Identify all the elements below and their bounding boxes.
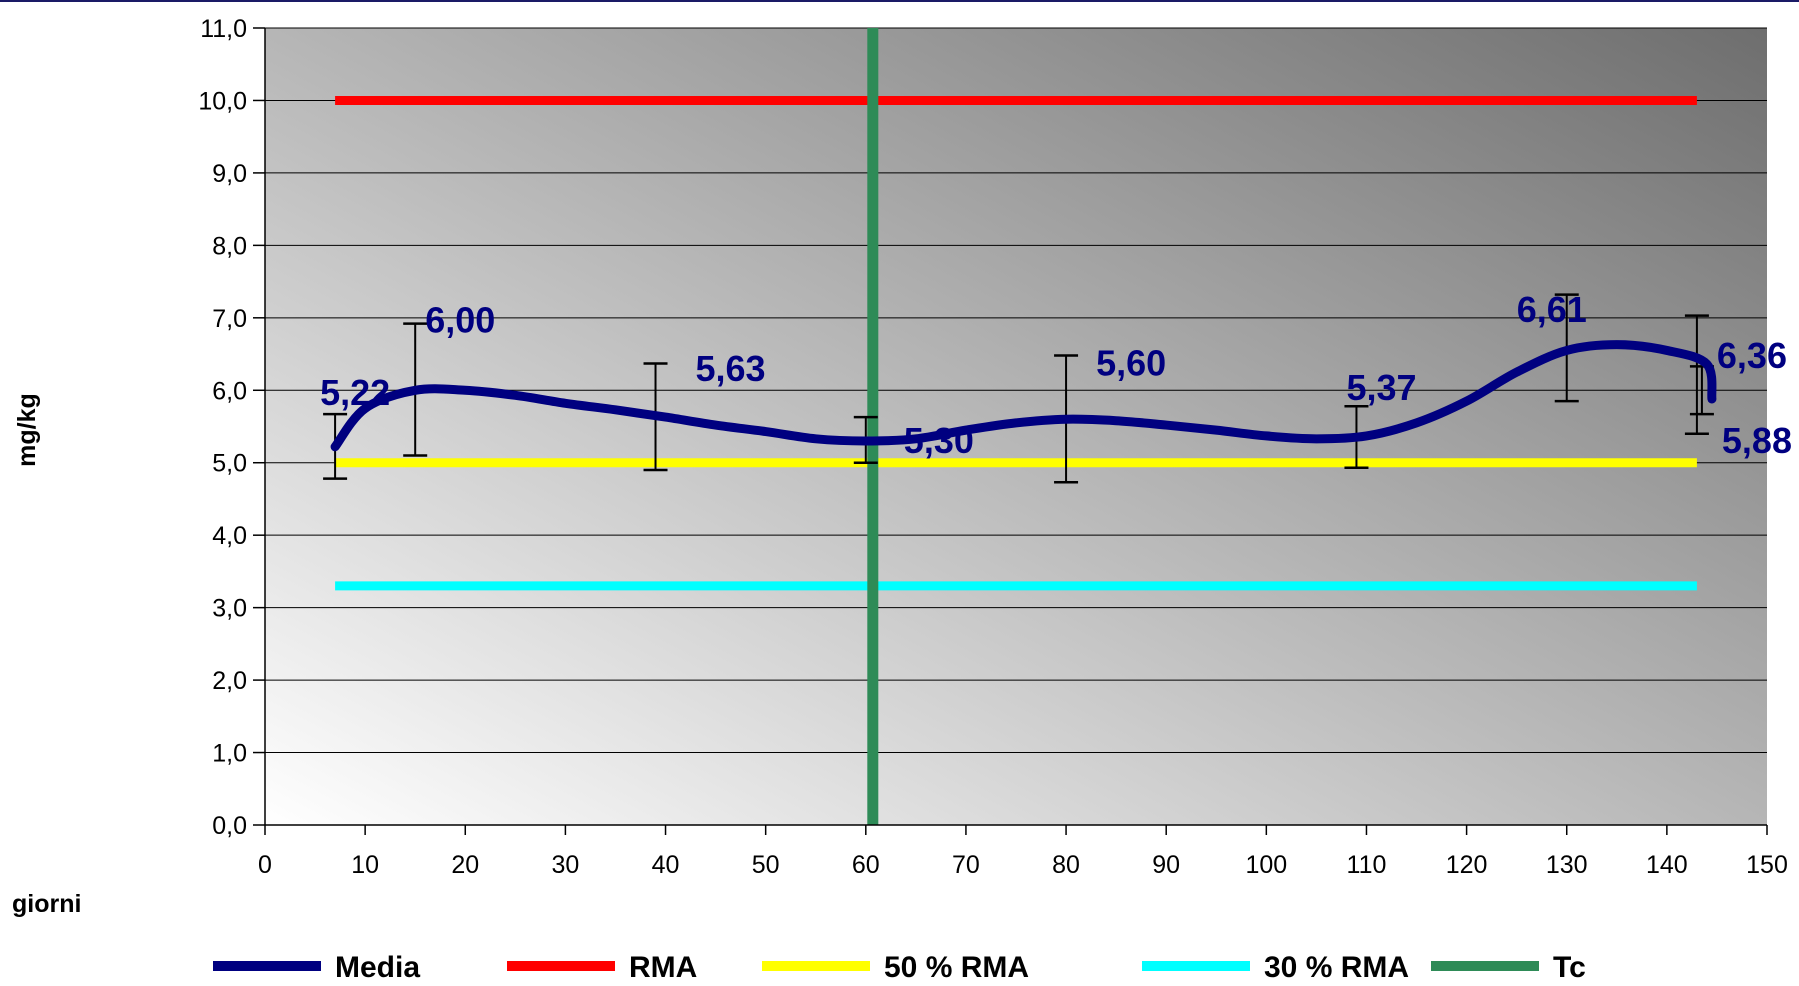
legend-label: 30 % RMA <box>1264 951 1409 981</box>
data-label: 5,37 <box>1346 367 1416 408</box>
legend-item: Tc <box>1431 951 1586 984</box>
y-tick-label: 4,0 <box>212 522 247 550</box>
y-tick-label: 5,0 <box>212 450 247 478</box>
series-lines <box>330 340 1717 452</box>
legend-item: Media <box>213 951 420 984</box>
legend-label: Media <box>335 951 420 981</box>
x-tick-label: 120 <box>1446 851 1488 879</box>
data-label: 6,61 <box>1517 289 1587 330</box>
data-label: 5,88 <box>1722 420 1792 461</box>
legend-item: RMA <box>507 951 697 984</box>
y-tick-label: 11,0 <box>200 15 247 43</box>
data-label: 5,22 <box>320 372 390 413</box>
x-tick-label: 90 <box>1152 851 1180 879</box>
y-axis-title: mg/kg <box>13 393 41 467</box>
x-tick-label: 100 <box>1245 851 1287 879</box>
data-label: 6,00 <box>425 299 495 340</box>
data-label: 5,60 <box>1096 342 1166 383</box>
data-labels: 5,22 6,00 5,63 5,30 5,60 5,37 6,61 6,36 5,88 <box>320 289 1792 461</box>
data-label: 5,30 <box>904 420 974 461</box>
x-tick-label: 30 <box>551 851 579 879</box>
y-tick-label: 6,0 <box>212 377 247 405</box>
x-tick-label: 80 <box>1052 851 1080 879</box>
x-tick-label: 0 <box>258 851 272 879</box>
y-tick-label: 10,0 <box>198 87 247 115</box>
legend: Media RMA 50 % RMA 30 % RMA Tc <box>213 951 1586 984</box>
x-tick-label: 40 <box>652 851 680 879</box>
y-tick-label: 2,0 <box>212 667 247 695</box>
y-tick-label: 0,0 <box>212 812 247 840</box>
y-tick-label: 8,0 <box>212 232 247 260</box>
legend-item: 30 % RMA <box>1142 951 1409 984</box>
y-tick-label: 9,0 <box>212 160 247 188</box>
x-tick-label: 140 <box>1646 851 1688 879</box>
x-tick-label: 130 <box>1546 851 1588 879</box>
x-axis-title: giorni <box>12 890 81 918</box>
y-tick-label: 1,0 <box>212 740 247 768</box>
axes: 0,0 1,0 2,0 3,0 4,0 5,0 6,0 7,0 8,0 9,0 10,0 11,0 0 1… <box>198 15 1788 879</box>
y-tick-label: 7,0 <box>212 305 247 333</box>
x-tick-label: 150 <box>1746 851 1788 879</box>
x-tick-label: 20 <box>451 851 479 879</box>
legend-label: RMA <box>629 951 697 981</box>
data-label: 5,63 <box>696 348 766 389</box>
data-label: 6,36 <box>1717 335 1787 376</box>
series-media <box>330 340 1717 452</box>
legend-label: Tc <box>1553 951 1586 981</box>
legend-label: 50 % RMA <box>884 951 1029 981</box>
x-tick-label: 10 <box>351 851 379 879</box>
x-tick-label: 60 <box>852 851 880 879</box>
x-tick-label: 110 <box>1347 851 1387 879</box>
x-tick-label: 70 <box>952 851 980 879</box>
y-tick-label: 3,0 <box>212 595 247 623</box>
x-tick-label: 50 <box>752 851 780 879</box>
legend-item: 50 % RMA <box>762 951 1029 984</box>
reference-lines <box>335 28 1697 825</box>
